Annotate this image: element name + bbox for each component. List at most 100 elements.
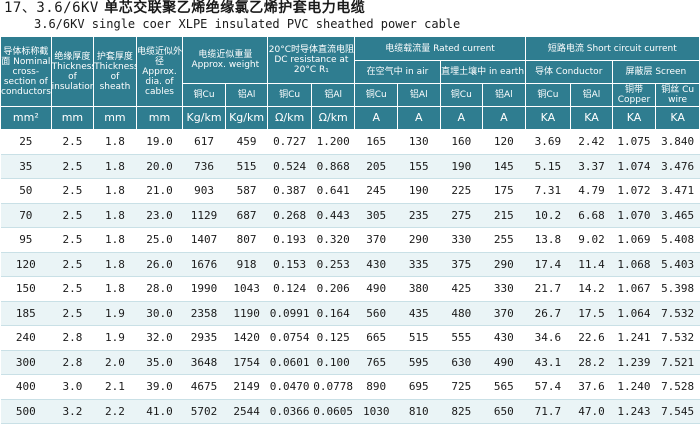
header-in-air: 在空气中 in air [354, 60, 441, 84]
header-air-al: 铝Al [396, 83, 441, 107]
unit-cell: KA [524, 106, 572, 130]
table-cell: 810 [397, 399, 441, 424]
table-row: 95 2.5 1.8 25.0 1407 807 0.193 0.320 370 290 330 25… [0, 227, 700, 253]
table-cell: 2.5 [51, 252, 94, 277]
table-cell: 825 [440, 399, 483, 424]
table-cell: 7.528 [655, 374, 700, 400]
table-cell: 155 [397, 154, 441, 179]
table-cell: 7.532 [655, 301, 700, 326]
table-cell: 5.403 [655, 252, 700, 277]
table-cell: 2544 [225, 399, 268, 424]
table-cell: 25 [0, 129, 52, 155]
table-cell: 70 [0, 203, 52, 228]
table-cell: 2149 [225, 374, 268, 400]
table-cell: 903 [182, 178, 226, 204]
table-cell: 1.074 [612, 154, 656, 179]
table-cell: 290 [482, 252, 526, 277]
table-cell: 1030 [354, 399, 398, 424]
table-cell: 1420 [225, 325, 268, 351]
table-cell: 1.064 [612, 301, 656, 326]
table-cell: 0.727 [267, 129, 312, 155]
table-row: 150 2.5 1.8 28.0 1990 1043 0.124 0.206 490 380 425… [0, 276, 700, 302]
table-cell: 57.4 [525, 374, 571, 400]
table-cell: 1990 [182, 276, 226, 302]
table-cell: 2.0 [93, 350, 137, 375]
table-cell: 7.545 [655, 399, 700, 424]
table-cell: 2.5 [51, 203, 94, 228]
table-cell: 1.241 [612, 325, 656, 351]
table-cell: 17.5 [570, 301, 613, 326]
table-cell: 3.0 [51, 374, 94, 400]
title-number: 17、3.6/6KV [4, 0, 99, 16]
table-cell: 1.069 [612, 227, 656, 253]
table-cell: 4.79 [570, 178, 613, 204]
table-cell: 2.42 [570, 129, 613, 155]
table-cell: 28.0 [136, 276, 183, 302]
unit-cell: KA [570, 106, 613, 130]
table-body: 25 2.5 1.8 19.0 617 459 0.727 1.200 165 130 160 120… [0, 129, 700, 424]
table-cell: 1.8 [93, 276, 137, 302]
table-row: 50 2.5 1.8 21.0 903 587 0.387 0.641 245 190 225 175… [0, 178, 700, 204]
table-cell: 10.2 [525, 203, 571, 228]
table-cell: 5.15 [525, 154, 571, 179]
table-cell: 380 [397, 276, 441, 302]
header-sheath: 护套厚度 Thickness of sheath [93, 36, 137, 107]
units-row: mm² mm mm mm Kg/km Kg/km Ω/km Ω/km A A A A KA KA KA KA [0, 106, 700, 130]
table-cell: 587 [225, 178, 268, 204]
table-cell: 400 [0, 374, 52, 400]
table-cell: 95 [0, 227, 52, 253]
table-cell: 30.0 [136, 301, 183, 326]
table-cell: 3.2 [51, 399, 94, 424]
table-cell: 21.7 [525, 276, 571, 302]
header-air-cu: 铜Cu [354, 83, 398, 107]
table-cell: 490 [482, 350, 526, 375]
table-cell: 375 [440, 252, 483, 277]
unit-cell: A [482, 106, 526, 130]
table-cell: 235 [397, 203, 441, 228]
table-cell: 0.0470 [267, 374, 312, 400]
table-cell: 665 [354, 325, 398, 351]
table-cell: 245 [354, 178, 398, 204]
table-cell: 0.641 [311, 178, 355, 204]
table-cell: 3.465 [655, 203, 700, 228]
header-screen-copper: 铜带 Copper [611, 83, 657, 107]
table-cell: 215 [482, 203, 526, 228]
table-cell: 330 [440, 227, 483, 253]
table-cell: 205 [354, 154, 398, 179]
table-cell: 305 [354, 203, 398, 228]
table-cell: 3.471 [655, 178, 700, 204]
table-cell: 2.5 [51, 178, 94, 204]
table-cell: 240 [0, 325, 52, 351]
table-cell: 1.200 [311, 129, 355, 155]
table-cell: 4675 [182, 374, 226, 400]
table-cell: 2.5 [51, 301, 94, 326]
header-resist-cu: 铜Cu [267, 83, 312, 107]
table-cell: 0.125 [311, 325, 355, 351]
table-cell: 11.4 [570, 252, 613, 277]
table-cell: 1.070 [612, 203, 656, 228]
table-cell: 695 [397, 374, 441, 400]
table-cell: 150 [0, 276, 52, 302]
table-cell: 1190 [225, 301, 268, 326]
table-cell: 20.0 [136, 154, 183, 179]
header-short-circuit: 短路电流 Short circuit current [524, 36, 700, 61]
table-cell: 43.1 [525, 350, 571, 375]
table-cell: 120 [482, 129, 526, 155]
table-cell: 435 [397, 301, 441, 326]
table-cell: 1.8 [93, 203, 137, 228]
table-cell: 0.320 [311, 227, 355, 253]
table-cell: 459 [225, 129, 268, 155]
table-cell: 1676 [182, 252, 226, 277]
table-cell: 560 [354, 301, 398, 326]
table-cell: 120 [0, 252, 52, 277]
header-in-earth: 直埋土壤中 in earth [439, 60, 526, 84]
table-cell: 430 [354, 252, 398, 277]
table-cell: 480 [440, 301, 483, 326]
table-cell: 1.239 [612, 350, 656, 375]
table-cell: 255 [482, 227, 526, 253]
unit-cell: A [354, 106, 398, 130]
table-cell: 0.153 [267, 252, 312, 277]
unit-cell: Ω/km [310, 106, 356, 130]
table-cell: 47.0 [570, 399, 613, 424]
table-cell: 1043 [225, 276, 268, 302]
